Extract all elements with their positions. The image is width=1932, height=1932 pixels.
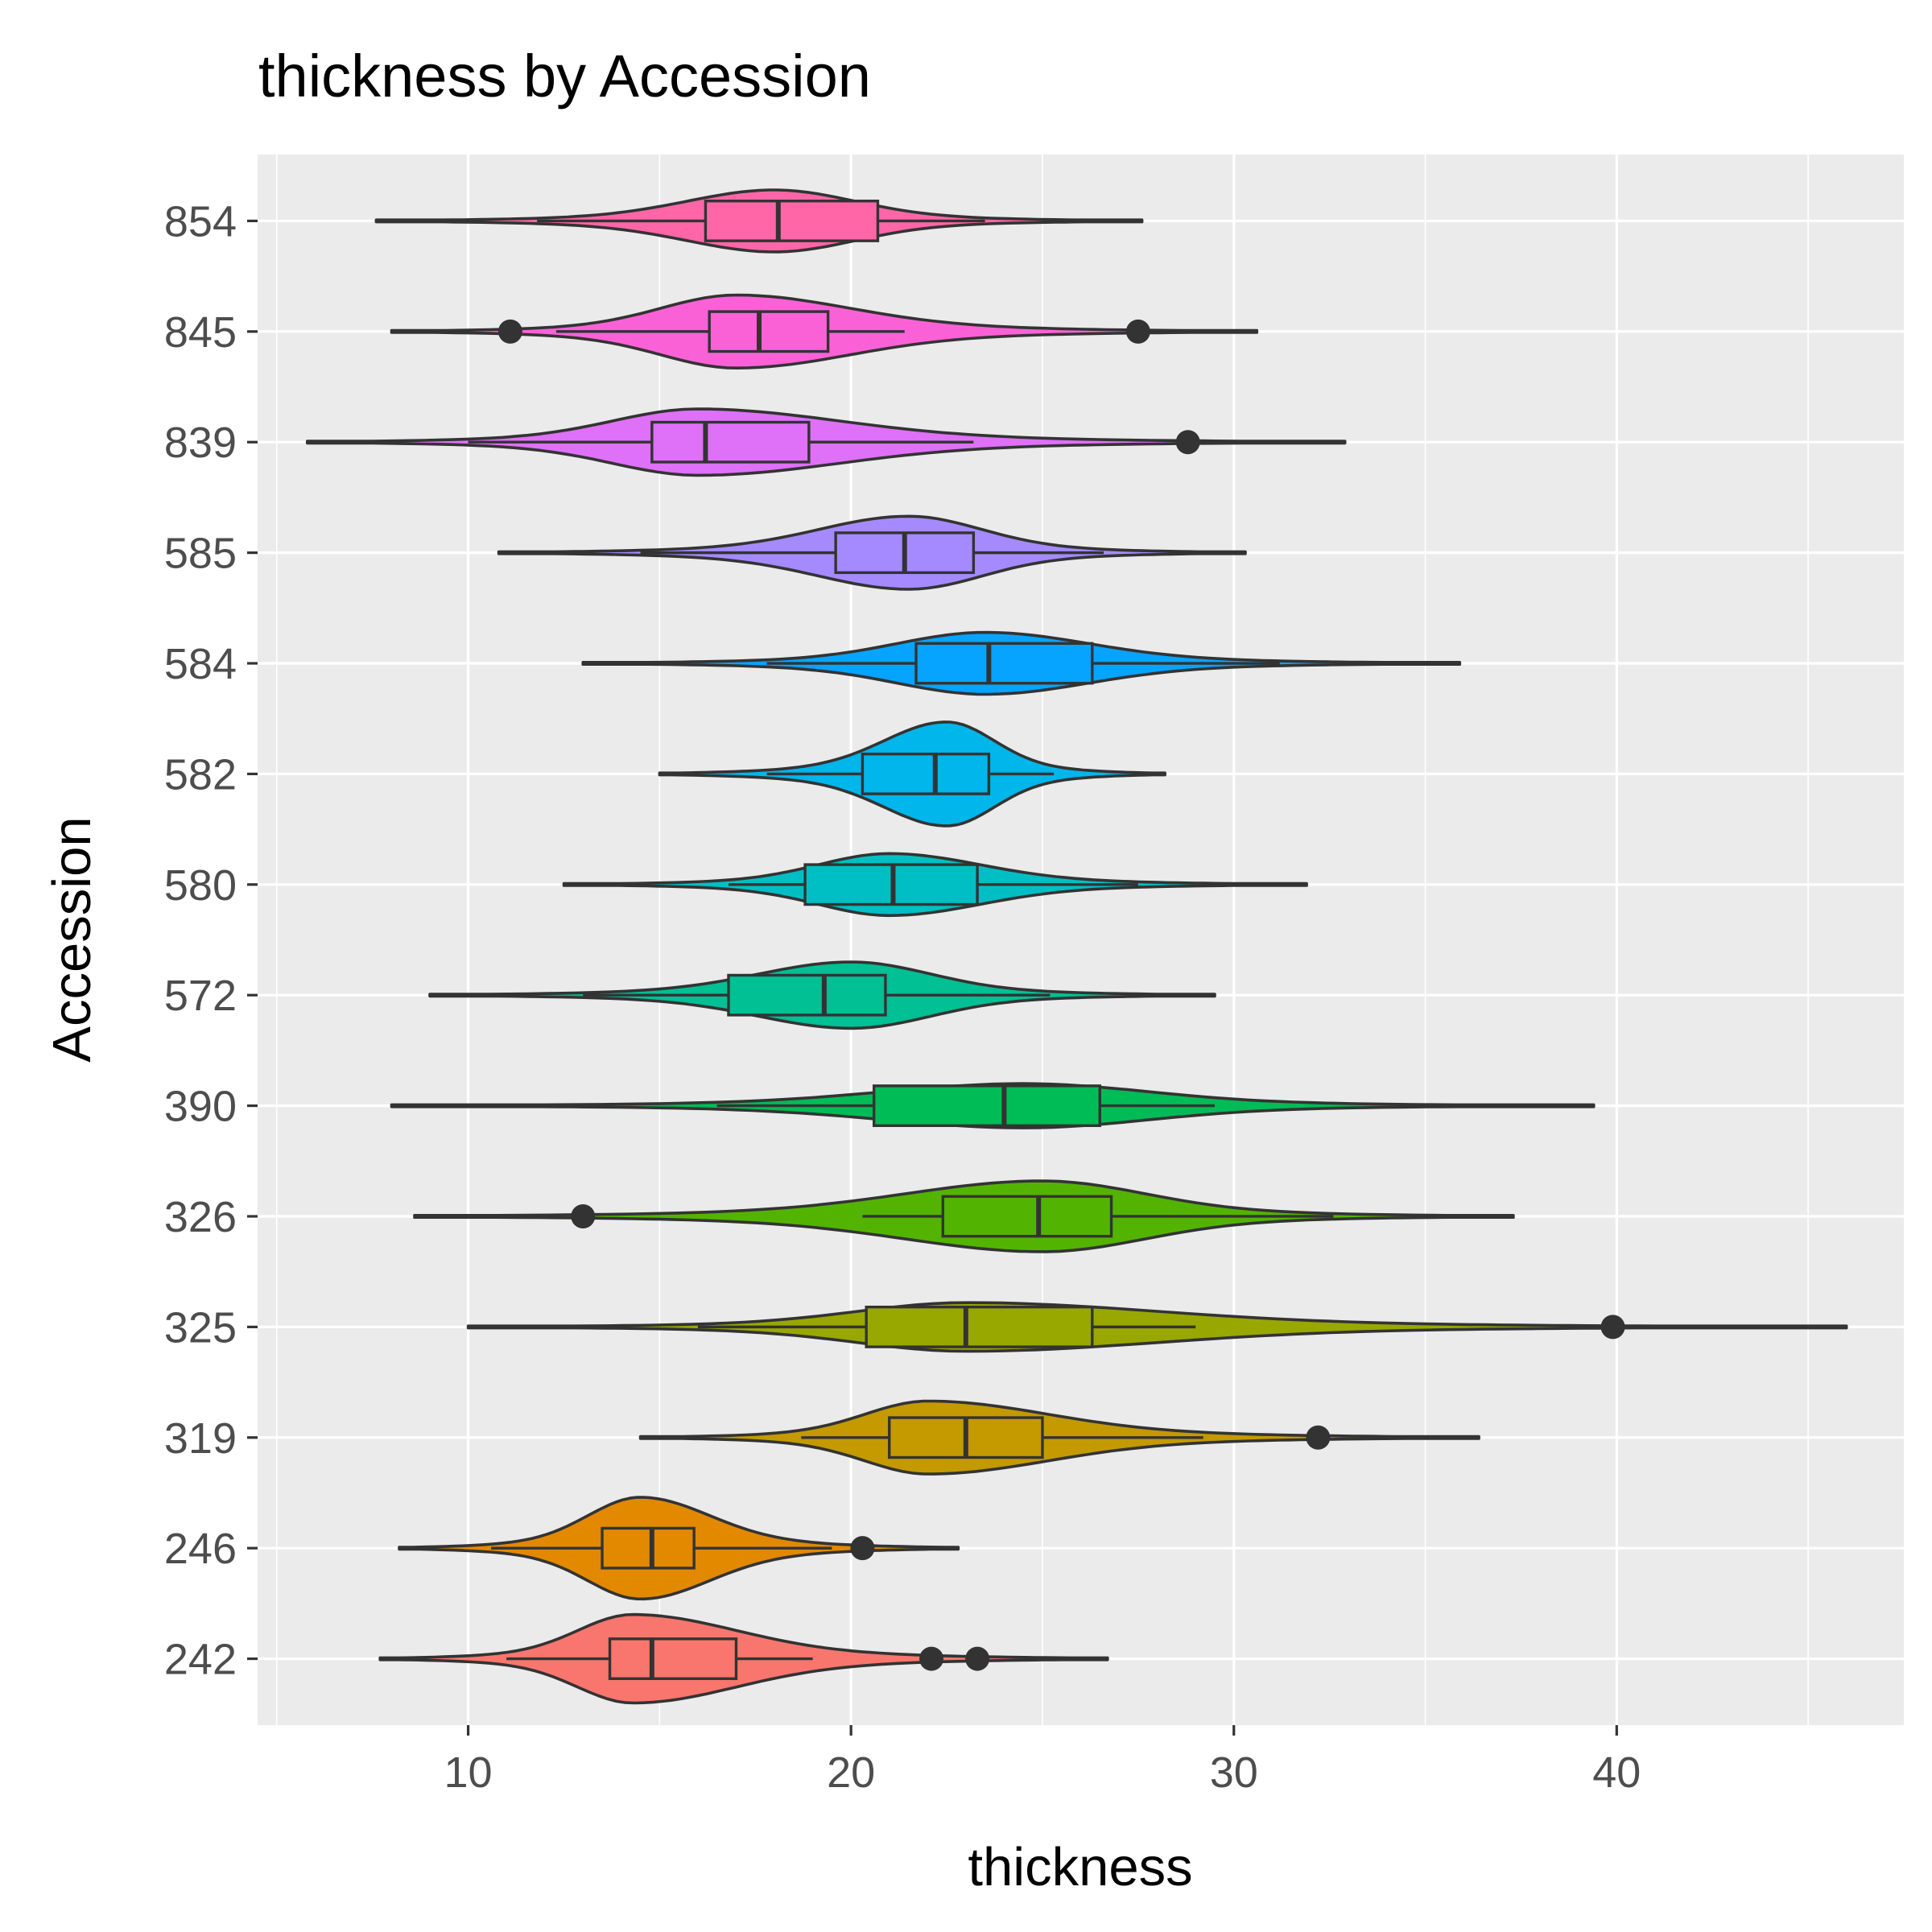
x-tick-label-30: 30	[1210, 1748, 1258, 1797]
x-tick-label-20: 20	[827, 1748, 875, 1797]
y-tick-label-582: 582	[164, 750, 237, 799]
outlier-points	[497, 319, 1625, 1671]
outlier-point-325	[1600, 1315, 1625, 1340]
box-584	[914, 642, 1094, 685]
x-tick-label-40: 40	[1592, 1748, 1641, 1797]
box-582	[861, 752, 991, 795]
y-tick-label-326: 326	[164, 1193, 237, 1241]
y-tick-label-246: 246	[164, 1525, 237, 1573]
outlier-point-319	[1306, 1425, 1331, 1450]
box-390	[872, 1084, 1101, 1128]
outlier-point-246	[850, 1536, 875, 1561]
y-tick-label-585: 585	[164, 530, 237, 578]
box-246	[601, 1526, 696, 1570]
outlier-point-326	[571, 1203, 596, 1228]
x-axis-title: thickness	[968, 1837, 1192, 1897]
y-tick-label-325: 325	[164, 1303, 237, 1352]
y-tick-label-390: 390	[164, 1083, 237, 1131]
x-tick-label-10: 10	[444, 1748, 493, 1797]
box-242	[608, 1637, 738, 1680]
plot-panel	[258, 155, 1904, 1725]
box-845	[708, 310, 830, 353]
outlier-point-242	[919, 1646, 944, 1671]
y-tick-label-584: 584	[164, 640, 237, 688]
y-tick-label-854: 854	[164, 197, 237, 246]
box-854	[704, 200, 880, 242]
outlier-point-845	[1125, 319, 1150, 344]
y-tick-label-572: 572	[164, 972, 237, 1020]
outlier-point-242	[965, 1646, 990, 1671]
y-axis-title: Accession	[42, 816, 102, 1062]
y-axis: 242 246 319 325 326 390 572 580 582 584 585 839 845 8…	[164, 197, 258, 1684]
y-tick-label-580: 580	[164, 861, 237, 910]
boxplots	[468, 200, 1334, 1680]
y-tick-label-319: 319	[164, 1414, 237, 1463]
outlier-point-845	[497, 319, 522, 344]
y-tick-label-242: 242	[164, 1636, 237, 1684]
box-839	[650, 420, 811, 464]
x-axis: 10 20 30 40	[444, 1725, 1641, 1797]
box-325	[865, 1305, 1094, 1348]
box-572	[727, 973, 887, 1017]
y-tick-label-845: 845	[164, 308, 237, 357]
y-tick-label-839: 839	[164, 419, 237, 467]
chart-title: thickness by Accession	[258, 43, 871, 109]
outlier-point-839	[1175, 430, 1200, 455]
box-326	[941, 1195, 1113, 1238]
